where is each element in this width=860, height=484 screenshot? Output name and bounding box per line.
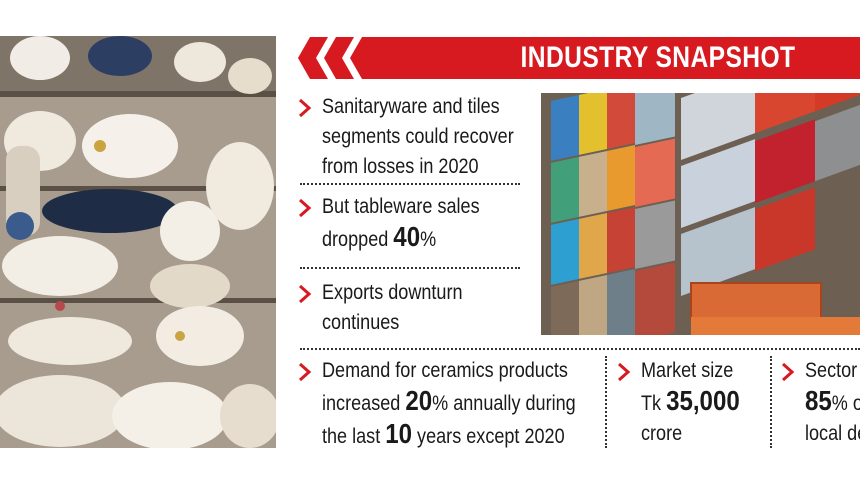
sector-label: Sector bbox=[805, 359, 858, 382]
point-4-line-3-pre: the last bbox=[322, 425, 386, 448]
point-4-line-1: Demand for ceramics products bbox=[322, 359, 568, 382]
market-size-value: 35,000 bbox=[666, 385, 740, 416]
market-size-label: Market size bbox=[641, 359, 734, 382]
tiles-display-photo bbox=[541, 93, 860, 335]
point-4-line-3-post: years except 2020 bbox=[412, 425, 565, 448]
banner-title: INDUSTRY SNAPSHOT bbox=[520, 41, 796, 74]
tableware-drop-figure: 40 bbox=[393, 221, 421, 252]
point-1-line-3: from losses in 2020 bbox=[322, 155, 479, 178]
point-3-line-1: Exports downturn bbox=[322, 281, 463, 304]
divider bbox=[605, 356, 607, 448]
chevron-right-icon bbox=[299, 198, 312, 218]
divider bbox=[770, 356, 772, 448]
sector-value: 85 bbox=[805, 385, 832, 416]
chevron-right-icon bbox=[299, 98, 312, 118]
point-1-line-1: Sanitaryware and tiles bbox=[322, 95, 500, 118]
industry-snapshot-banner: INDUSTRY SNAPSHOT bbox=[298, 37, 860, 79]
divider bbox=[300, 348, 860, 350]
tableware-shelf-photo bbox=[0, 36, 276, 448]
market-size-unit: crore bbox=[641, 422, 683, 445]
market-size-prefix: Tk bbox=[641, 392, 667, 415]
sector-unit: % o bbox=[831, 392, 860, 415]
point-2-line-1: But tableware sales bbox=[322, 195, 480, 218]
demand-growth-figure: 20 bbox=[405, 385, 433, 416]
chevron-right-icon bbox=[782, 362, 795, 382]
point-2-line-2-pre: dropped bbox=[322, 228, 394, 251]
point-4-line-2-post: % annually during bbox=[432, 392, 576, 415]
chevron-right-icon bbox=[299, 362, 312, 382]
point-3-line-2: continues bbox=[322, 311, 400, 334]
point-1-line-2: segments could recover bbox=[322, 125, 514, 148]
years-figure: 10 bbox=[385, 418, 413, 449]
tableware-drop-unit: % bbox=[420, 228, 437, 251]
sector-line-3: local de bbox=[805, 422, 860, 445]
divider bbox=[300, 183, 520, 185]
banner-background bbox=[298, 37, 860, 79]
divider bbox=[300, 267, 520, 269]
chevron-right-icon bbox=[299, 284, 312, 304]
point-4-line-2-pre: increased bbox=[322, 392, 406, 415]
chevron-right-icon bbox=[618, 362, 631, 382]
